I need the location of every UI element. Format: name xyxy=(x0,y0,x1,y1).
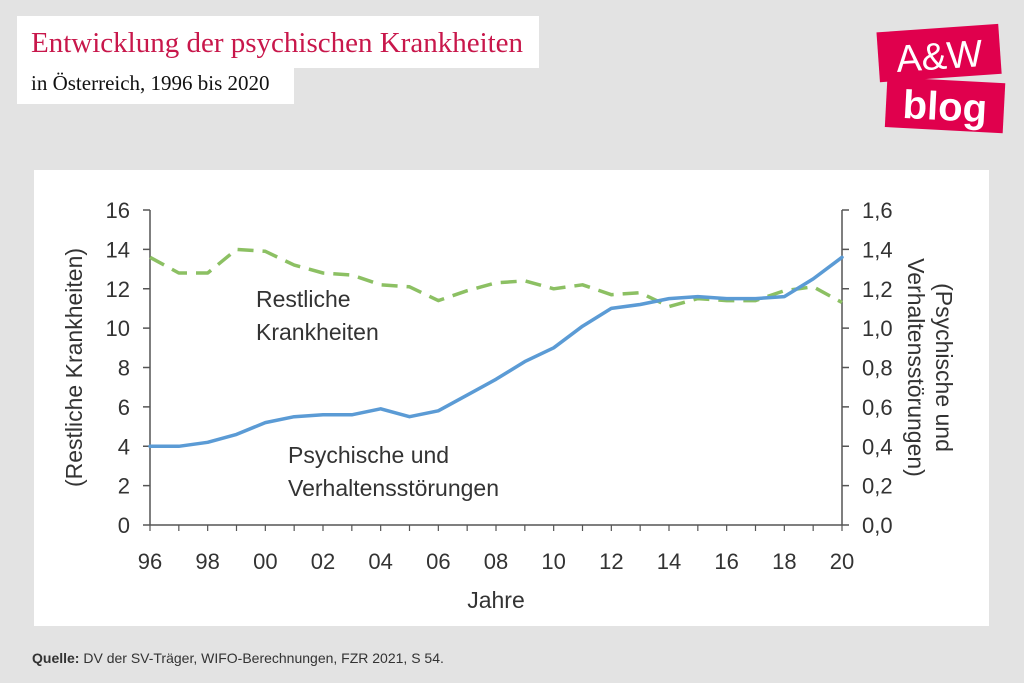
title-box: Entwicklung der psychischen Krankheiten xyxy=(17,16,540,68)
left-tick-label: 4 xyxy=(118,434,130,459)
logo-text-aw: A&W xyxy=(895,33,984,81)
right-tick-label: 0,6 xyxy=(862,395,893,420)
x-tick-label: 20 xyxy=(830,549,854,574)
x-tick-label: 98 xyxy=(195,549,219,574)
left-axis-title: (Restliche Krankheiten) xyxy=(61,248,87,487)
source-text: DV der SV-Träger, WIFO-Berechnungen, FZR… xyxy=(83,650,444,666)
series-label-psychische-line2: Verhaltensstörungen xyxy=(288,475,499,501)
line-chart: 02468101214160,00,20,40,60,81,01,21,41,6… xyxy=(61,198,957,613)
right-tick-label: 0,4 xyxy=(862,434,893,459)
left-tick-label: 6 xyxy=(118,395,130,420)
left-tick-label: 8 xyxy=(118,356,130,381)
right-tick-label: 0,0 xyxy=(862,513,893,538)
source-label: Quelle: xyxy=(32,650,80,666)
logo-text-blog: blog xyxy=(902,83,989,131)
source-note: Quelle: DV der SV-Träger, WIFO-Berechnun… xyxy=(32,650,444,666)
x-tick-label: 16 xyxy=(714,549,738,574)
x-axis-title: Jahre xyxy=(467,587,525,613)
series-line-psychische xyxy=(148,255,844,449)
right-tick-label: 1,0 xyxy=(862,316,893,341)
left-tick-label: 10 xyxy=(106,316,130,341)
right-tick-label: 0,8 xyxy=(862,356,893,381)
right-axis-title-line1: (Psychische und xyxy=(931,283,957,452)
left-tick-label: 16 xyxy=(106,198,130,223)
left-tick-label: 0 xyxy=(118,513,130,538)
chart-subtitle: in Österreich, 1996 bis 2020 xyxy=(31,71,270,95)
x-tick-label: 18 xyxy=(772,549,796,574)
series-label-psychische-line1: Psychische und xyxy=(288,442,449,468)
right-tick-label: 0,2 xyxy=(862,474,893,499)
logo-bottom-block xyxy=(884,77,1006,134)
subtitle-box: in Österreich, 1996 bis 2020 xyxy=(17,66,294,104)
left-tick-label: 14 xyxy=(106,237,130,262)
x-tick-label: 14 xyxy=(657,549,681,574)
right-tick-label: 1,2 xyxy=(862,277,893,302)
x-tick-label: 04 xyxy=(368,549,392,574)
x-tick-label: 08 xyxy=(484,549,508,574)
x-tick-label: 00 xyxy=(253,549,277,574)
series-line-restliche xyxy=(149,247,843,309)
x-tick-label: 02 xyxy=(311,549,335,574)
chart-panel: 0 2 4 6 8 10 12 14 16 0,0 0,2 0,4 0,6 0,8 1,0 1,2 1,4 1,6… xyxy=(34,170,989,626)
left-tick-label: 2 xyxy=(118,474,130,499)
x-tick-label: 96 xyxy=(138,549,162,574)
x-tick-label: 12 xyxy=(599,549,623,574)
x-tick-label: 10 xyxy=(541,549,565,574)
series-label-restliche-line1: Restliche xyxy=(256,286,351,312)
logo-top-block xyxy=(876,23,1002,83)
right-tick-label: 1,4 xyxy=(862,237,893,262)
left-tick-label: 12 xyxy=(106,277,130,302)
series-label-restliche-line2: Krankheiten xyxy=(256,319,379,345)
aw-blog-logo: A&W blog xyxy=(876,23,1006,134)
x-tick-label: 06 xyxy=(426,549,450,574)
chart-title: Entwicklung der psychischen Krankheiten xyxy=(31,27,524,59)
right-tick-label: 1,6 xyxy=(862,198,893,223)
right-axis-title-line2: Verhaltensstörungen) xyxy=(903,258,929,477)
